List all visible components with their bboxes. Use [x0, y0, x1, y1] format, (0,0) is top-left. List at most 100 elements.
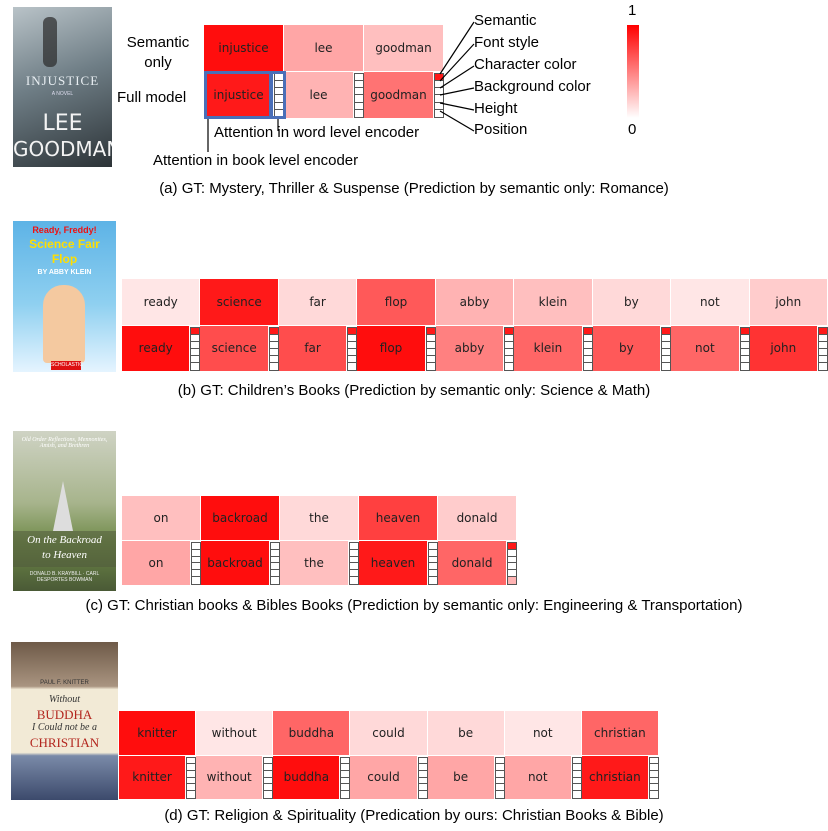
- feature-segment: [662, 334, 671, 342]
- feature-segment: [426, 355, 435, 363]
- cover-top-text: Old Order Reflections, Mennonites, Amish…: [21, 437, 108, 449]
- semantic-cell-science: science: [200, 279, 279, 326]
- semantic-cell-injustice: injustice: [204, 25, 284, 72]
- feature-segment: [269, 334, 278, 342]
- cover-title: INJUSTICE: [25, 73, 100, 88]
- feature-segment: [583, 355, 592, 363]
- feature-segment: [187, 784, 196, 792]
- feature-segment: [426, 348, 435, 356]
- feature-segment: [192, 577, 200, 584]
- feature-segment: [650, 784, 658, 792]
- semantic-cell-buddha: buddha: [273, 711, 351, 756]
- semantic-cell-donald: donald: [438, 496, 517, 541]
- feature-segment: [662, 348, 671, 356]
- feature-segment: [650, 791, 658, 798]
- row-label-full-model: Full model: [117, 89, 187, 106]
- feature-segment: [264, 791, 273, 798]
- semantic-cell-by: by: [592, 279, 672, 326]
- cover-title-line2: Flop: [51, 252, 78, 266]
- feature-segment: [264, 764, 273, 771]
- semantic-cell-goodman: goodman: [364, 25, 444, 72]
- attention-grid-c: on on backroad backroad the the heaven heaven do…: [122, 496, 517, 586]
- feature-segment: [187, 757, 196, 765]
- word-level-attention-bar: [186, 756, 197, 799]
- feature-segment: [740, 341, 749, 349]
- full-model-cell-knitter: knitter: [119, 755, 187, 800]
- full-model-cell-goodman: goodman: [364, 72, 434, 119]
- cover-title-line1: Without: [48, 694, 81, 705]
- feature-segment: [341, 791, 350, 798]
- feature-segment: [650, 757, 658, 765]
- feature-segment: [348, 341, 357, 349]
- caption-b: (b) GT: Children’s Books (Prediction by …: [177, 382, 651, 399]
- feature-segment: [435, 74, 443, 82]
- feature-segment: [269, 362, 278, 370]
- feature-segment: [508, 563, 516, 571]
- feature-segment: [264, 784, 273, 792]
- feature-segment: [418, 791, 427, 798]
- feature-segment: [275, 74, 283, 82]
- feature-segment: [505, 348, 514, 356]
- feature-segment: [495, 791, 504, 798]
- semantic-cell-without: without: [196, 711, 274, 756]
- semantic-cell-knitter: knitter: [119, 711, 197, 756]
- feature-segment: [269, 355, 278, 363]
- word-level-attention-bar: [263, 756, 274, 799]
- cover-title-line4: CHRISTIAN: [29, 735, 100, 750]
- full-model-cell-on: on: [122, 541, 191, 586]
- feature-segment: [350, 543, 358, 550]
- feature-segment: [192, 556, 200, 564]
- full-model-cell-flop: flop: [357, 325, 426, 372]
- feature-segment: [275, 81, 283, 89]
- full-model-cell-buddha: buddha: [273, 755, 341, 800]
- feature-segment: [269, 348, 278, 356]
- feature-segment: [192, 563, 200, 571]
- feature-segment: [429, 549, 437, 557]
- feature-segment: [650, 777, 658, 785]
- feature-segment: [269, 341, 278, 349]
- feature-segment: [426, 327, 435, 335]
- feature-segment: [505, 362, 514, 370]
- feature-segment: [355, 74, 363, 82]
- word-level-attention-bar: [340, 756, 351, 799]
- feature-label-background-color: Background color: [474, 78, 591, 95]
- row-label-semantic-only: Semantic only: [117, 33, 199, 73]
- word-level-attention-bar: [270, 542, 280, 585]
- word-level-attention-bar: [428, 542, 438, 585]
- full-model-cell-abby: abby: [435, 325, 505, 372]
- feature-segment: [572, 791, 581, 798]
- caption-a: (a) GT: Mystery, Thriller & Suspense (Pr…: [159, 180, 669, 197]
- feature-segment: [341, 764, 350, 771]
- semantic-cell-could: could: [350, 711, 428, 756]
- full-model-cell-heaven: heaven: [359, 541, 428, 586]
- feature-segment: [583, 334, 592, 342]
- feature-segment: [271, 556, 279, 564]
- feature-label-height: Height: [474, 100, 518, 117]
- word-level-attention-bar: [425, 326, 436, 371]
- feature-segment: [264, 777, 273, 785]
- highlight-word-level: [270, 71, 286, 119]
- attention-grid-d: knitter knitter without without buddha buddha…: [119, 711, 659, 800]
- feature-segment: [275, 102, 283, 110]
- cover-title-line2: to Heaven: [42, 549, 87, 561]
- feature-segment: [192, 543, 200, 550]
- cover-series: Ready, Freddy!: [32, 225, 97, 235]
- feature-segment: [271, 543, 279, 550]
- feature-segment: [495, 757, 504, 765]
- feature-segment: [429, 556, 437, 564]
- feature-segment: [426, 362, 435, 370]
- feature-segment: [505, 334, 514, 342]
- feature-segment: [435, 81, 443, 89]
- feature-segment: [264, 757, 273, 765]
- semantic-cell-ready: ready: [122, 279, 201, 326]
- feature-segment: [348, 362, 357, 370]
- feature-segment: [275, 88, 283, 96]
- cover-title-line1: On the Backroad: [27, 534, 102, 546]
- feature-segment: [348, 348, 357, 356]
- feature-segment: [418, 757, 427, 765]
- full-model-cell-backroad: backroad: [201, 541, 270, 586]
- feature-segment: [187, 770, 196, 778]
- feature-segment: [191, 327, 200, 335]
- feature-segment: [572, 777, 581, 785]
- full-model-cell-not: not: [504, 755, 572, 800]
